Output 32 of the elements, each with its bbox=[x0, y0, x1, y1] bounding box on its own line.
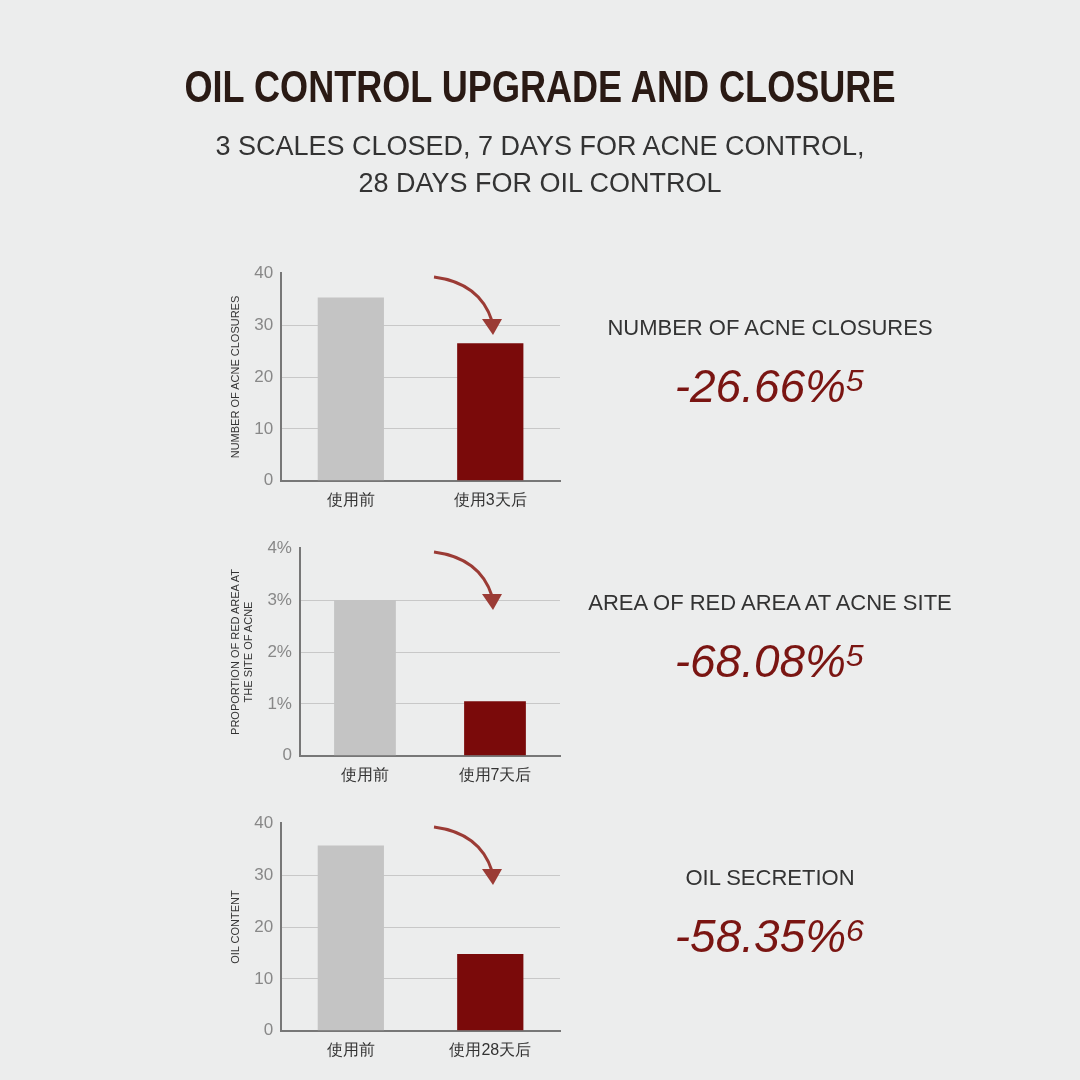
text: NUMBER OF ACNE CLOSURES bbox=[606, 315, 934, 341]
y-tick-label: 10 bbox=[254, 968, 274, 988]
text: -26.66%⁵ bbox=[673, 359, 867, 413]
text: OIL SECRETION bbox=[684, 865, 856, 891]
y-tick-label: 10 bbox=[254, 418, 274, 438]
x-tick-label: 使用28天后 bbox=[449, 1040, 532, 1058]
y-axis-title: PROPORTION OF RED AREA AT THE SITE OF ACNE bbox=[228, 568, 254, 735]
y-tick-label: 2% bbox=[267, 641, 292, 661]
y-axis-title: NUMBER OF ACNE CLOSURES bbox=[228, 295, 241, 459]
y-axis-title: OIL CONTENT bbox=[228, 889, 241, 964]
text: -58.35%⁶ bbox=[673, 909, 867, 963]
y-tick-label: 40 bbox=[254, 262, 274, 282]
x-tick-label: 使用7天后 bbox=[458, 765, 532, 783]
y-tick-label: 4% bbox=[267, 537, 292, 557]
text: -68.08%⁵ bbox=[673, 634, 867, 688]
x-tick-label: 使用前 bbox=[326, 1040, 375, 1058]
y-tick-label: 0 bbox=[263, 470, 274, 490]
y-tick-label: 30 bbox=[254, 314, 274, 334]
x-tick-label: 使用前 bbox=[326, 490, 375, 508]
y-tick-label: 40 bbox=[254, 812, 274, 832]
y-tick-label: 30 bbox=[254, 864, 274, 884]
y-tick-label: 3% bbox=[267, 589, 292, 609]
text: AREA OF RED AREA AT ACNE SITE bbox=[587, 590, 953, 616]
chart-title: OIL CONTROL UPGRADE AND CLOSURE bbox=[183, 62, 897, 112]
y-tick-label: 20 bbox=[254, 916, 274, 936]
chart-subtitle: 3 SCALES CLOSED, 7 DAYS FOR ACNE CONTROL, 28 DAYS FOR OIL CONTROL bbox=[214, 130, 866, 200]
x-tick-label: 使用3天后 bbox=[453, 490, 527, 508]
x-tick-label: 使用前 bbox=[340, 765, 389, 783]
y-tick-label: 20 bbox=[254, 366, 274, 386]
y-tick-label: 0 bbox=[282, 745, 292, 765]
y-tick-label: 0 bbox=[263, 1020, 274, 1040]
y-tick-label: 1% bbox=[267, 693, 292, 713]
